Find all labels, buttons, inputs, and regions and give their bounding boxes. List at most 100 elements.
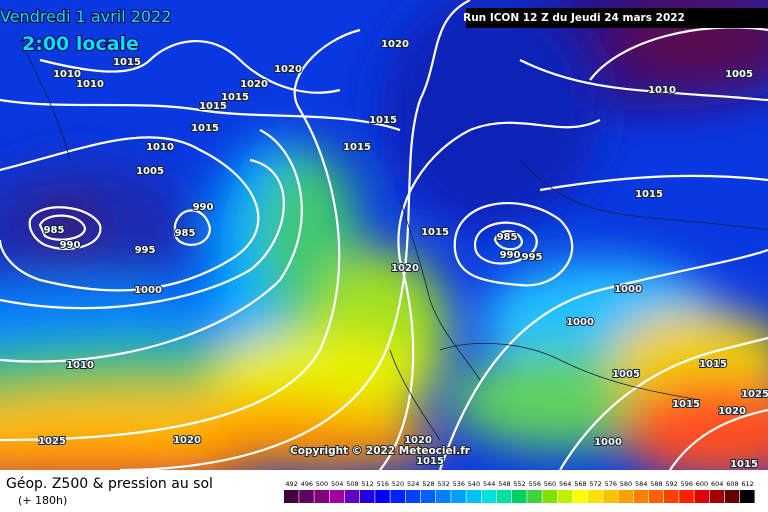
isobar-label: 1020	[173, 435, 201, 446]
legend-label: 584	[635, 480, 647, 488]
legend-swatch	[557, 490, 573, 503]
isobar-label: 1010	[146, 142, 174, 153]
isobar-label: 1000	[566, 317, 594, 328]
legend-swatch	[648, 490, 664, 503]
legend-swatch	[344, 490, 360, 503]
legend-label: 536	[453, 480, 465, 488]
legend-swatch	[375, 490, 390, 503]
isobar-label: 1015	[635, 189, 663, 200]
isobar-label: 1000	[134, 285, 162, 296]
legend-swatch	[314, 490, 329, 503]
legend-swatch	[436, 490, 451, 503]
legend-label: 592	[665, 480, 677, 488]
legend-swatch	[603, 490, 618, 503]
footer-lead: (+ 180h)	[18, 494, 67, 507]
legend-swatch	[618, 490, 633, 503]
legend-swatch	[390, 490, 405, 503]
isobar-label: 1015	[369, 115, 397, 126]
legend-label: 596	[681, 480, 693, 488]
isobar-label: 1020	[381, 39, 409, 50]
legend-label: 532	[437, 480, 449, 488]
isobar-label: 1020	[404, 435, 432, 446]
legend: 492 496 500 504 508 512 516 520 524 528 532 536 540 5…	[284, 480, 755, 503]
legend-label: 520	[392, 480, 404, 488]
isobar-label: 1015	[416, 456, 444, 467]
legend-swatch	[420, 490, 436, 503]
legend-swatch	[542, 490, 557, 503]
legend-swatch	[527, 490, 542, 503]
legend-label: 516	[377, 480, 389, 488]
legend-label: 540	[468, 480, 480, 488]
isobar-label: 1000	[614, 284, 642, 295]
legend-label: 572	[589, 480, 601, 488]
isobar-label: 990	[500, 250, 521, 261]
isobar-label: 1015	[221, 92, 249, 103]
isobars	[0, 0, 768, 470]
legend-swatch	[664, 490, 679, 503]
isobar-label: 1025	[741, 389, 768, 400]
coastlines	[19, 39, 768, 441]
legend-label: 600	[696, 480, 708, 488]
isobar-label: 1015	[191, 123, 219, 134]
run-box	[466, 8, 768, 28]
isobar-label: 995	[135, 245, 156, 256]
isobar-label: 1015	[421, 227, 449, 238]
legend-swatch	[740, 490, 755, 503]
legend-swatch	[679, 490, 694, 503]
isobar-label: 995	[522, 252, 543, 263]
legend-label: 496	[301, 480, 313, 488]
isobar-label: 1020	[718, 406, 746, 417]
legend-swatch	[512, 490, 527, 503]
isobar-label: 990	[60, 240, 81, 251]
legend-label: 560	[544, 480, 556, 488]
legend-swatch	[451, 490, 466, 503]
isobar-label: 1015	[730, 459, 758, 470]
isobar-label: 1010	[66, 360, 94, 371]
legend-swatch	[466, 490, 481, 503]
isobar-label: 1015	[672, 399, 700, 410]
legend-label: 508	[346, 480, 358, 488]
legend-label: 492	[285, 480, 297, 488]
isobar-label: 985	[175, 228, 196, 239]
isobar-label: 1015	[343, 142, 371, 153]
legend-label: 604	[711, 480, 723, 488]
legend-label: 548	[498, 480, 510, 488]
legend-label: 556	[529, 480, 541, 488]
isobar-label: 990	[193, 202, 214, 213]
isobar-label: 1005	[612, 369, 640, 380]
legend-swatch	[572, 490, 588, 503]
legend-label: 612	[741, 480, 753, 488]
forecast-date: Vendredi 1 avril 2022	[0, 7, 171, 26]
legend-label: 512	[361, 480, 373, 488]
legend-swatch	[588, 490, 603, 503]
isobar-label: 1020	[391, 263, 419, 274]
legend-label: 524	[407, 480, 419, 488]
legend-label: 608	[726, 480, 738, 488]
legend-swatch	[694, 490, 709, 503]
isobar-label: 1015	[113, 57, 141, 68]
legend-label: 564	[559, 480, 571, 488]
isobar-label: 1010	[648, 85, 676, 96]
legend-swatch	[360, 490, 375, 503]
isobar-label: 1005	[136, 166, 164, 177]
legend-swatch	[496, 490, 512, 503]
legend-swatch	[329, 490, 345, 503]
legend-swatch	[405, 490, 421, 503]
legend-label: 588	[650, 480, 662, 488]
legend-label: 528	[422, 480, 434, 488]
run-info: Run ICON 12 Z du Jeudi 24 mars 2022	[463, 12, 685, 24]
copyright: Copyright © 2022 Meteociel.fr	[290, 445, 471, 457]
legend-swatch	[299, 490, 314, 503]
isobar-label: 1010	[76, 79, 104, 90]
legend-label: 568	[574, 480, 586, 488]
isobar-label: 1015	[699, 359, 727, 370]
isobar-label: 1020	[274, 64, 302, 75]
legend-swatch	[633, 490, 649, 503]
legend-swatch	[481, 490, 497, 503]
legend-label: 580	[620, 480, 632, 488]
isobar-label: 1000	[594, 437, 622, 448]
isobar-label: 1010	[53, 69, 81, 80]
